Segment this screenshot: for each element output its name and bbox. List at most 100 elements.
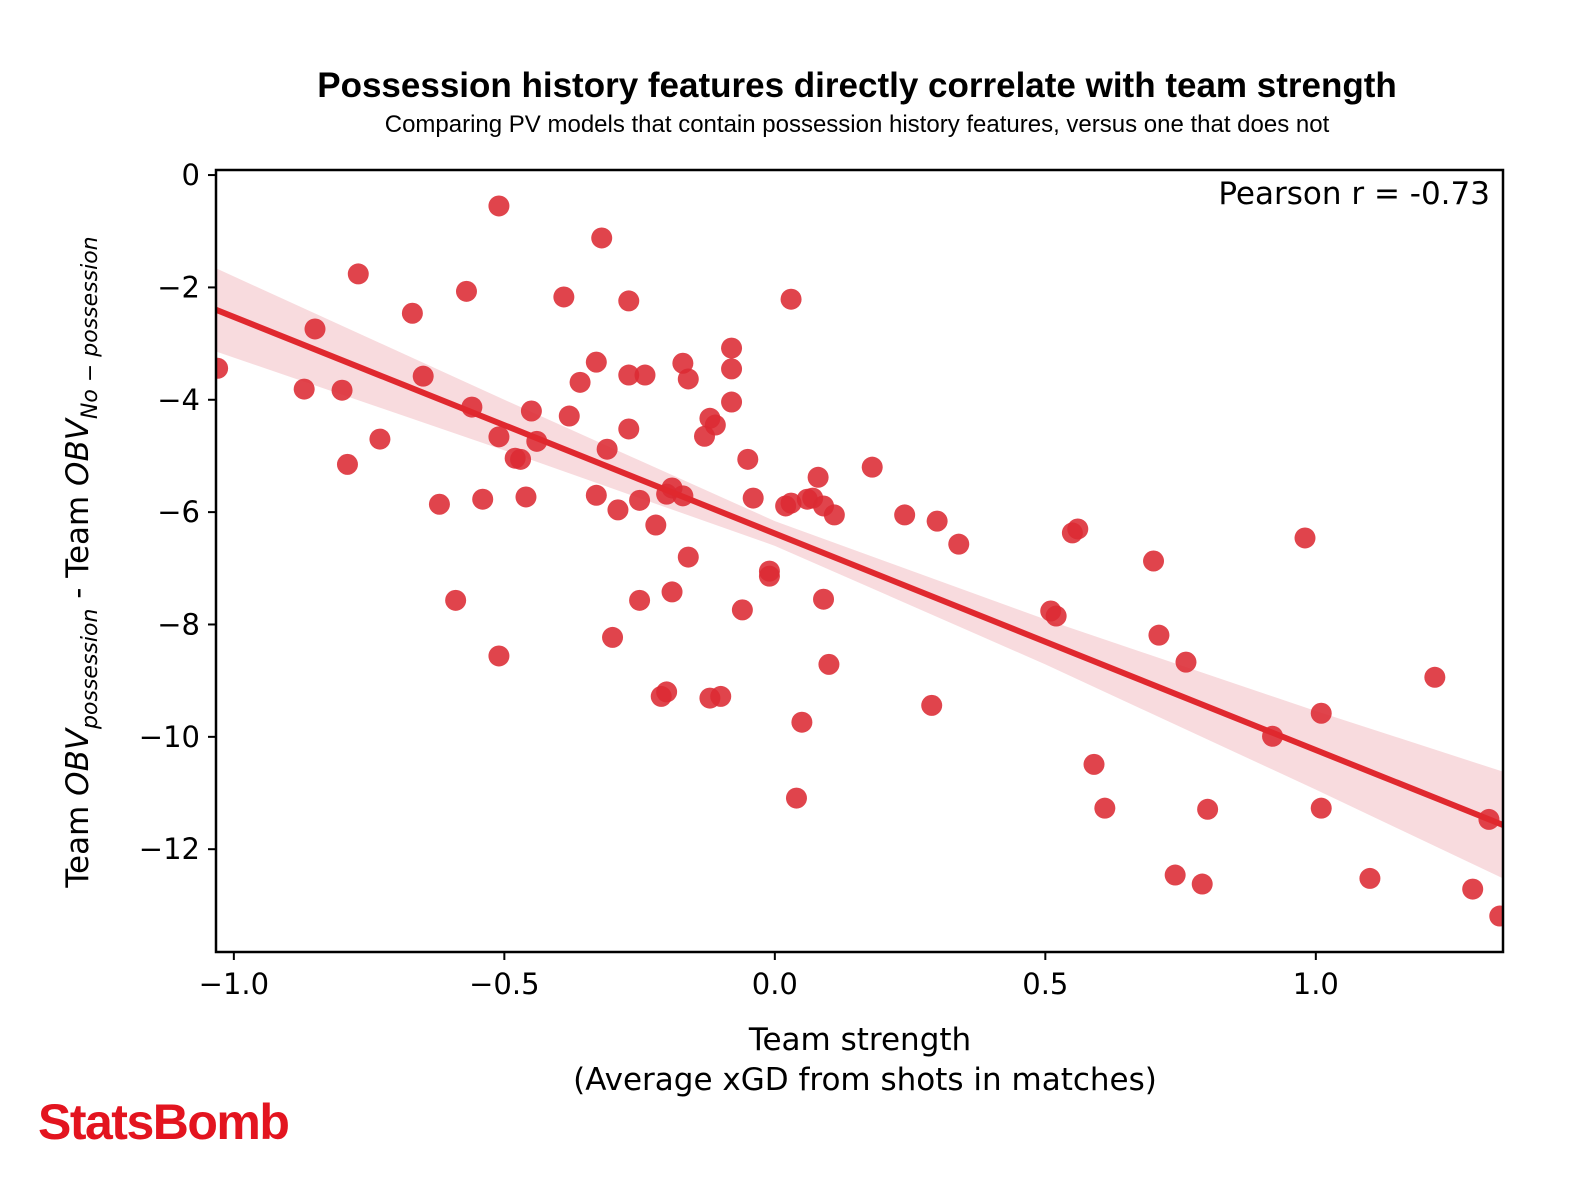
y-label-obv1: OBV <box>60 726 96 796</box>
confidence-band-layer <box>216 268 1503 879</box>
data-point <box>1045 605 1067 627</box>
data-point <box>645 514 667 536</box>
data-point <box>331 379 353 401</box>
y-label-mid: - Team <box>60 486 96 609</box>
data-point <box>515 486 537 508</box>
data-point <box>336 453 358 475</box>
data-point <box>569 371 591 393</box>
data-point <box>472 488 494 510</box>
data-point <box>677 546 699 568</box>
data-point <box>1294 527 1316 549</box>
data-point <box>347 263 369 285</box>
data-point <box>618 290 640 312</box>
data-point <box>677 368 699 390</box>
data-point <box>445 589 467 611</box>
regression-line-layer <box>216 306 1503 828</box>
x-axis-label-line2: (Average xGD from shots in matches) <box>573 1062 1157 1098</box>
data-point <box>629 589 651 611</box>
data-point <box>785 787 807 809</box>
y-axis-ticks: 0 −2 −4 −6 −8 −10 −12 <box>139 158 216 866</box>
data-point <box>1175 651 1197 673</box>
data-point <box>455 280 477 302</box>
data-point <box>894 504 916 526</box>
y-axis-label: Team OBVpossession - Team OBVNo − posses… <box>60 236 103 888</box>
data-point <box>823 504 845 526</box>
data-point <box>369 428 391 450</box>
y-label-pre: Team <box>60 796 96 889</box>
data-point <box>721 358 743 380</box>
y-label-sub1: possession <box>78 609 103 730</box>
x-tick-label: −0.5 <box>469 967 539 1001</box>
data-point <box>694 425 716 447</box>
data-point <box>948 533 970 555</box>
data-point <box>731 599 753 621</box>
data-point <box>510 448 532 470</box>
data-point <box>813 588 835 610</box>
data-point <box>488 195 510 217</box>
data-point <box>861 456 883 478</box>
y-tick-label: −10 <box>139 720 200 754</box>
data-point <box>585 484 607 506</box>
data-point <box>807 466 829 488</box>
data-point <box>602 626 624 648</box>
x-tick-label: 0.5 <box>1022 967 1068 1001</box>
data-point <box>488 645 510 667</box>
data-point <box>780 288 802 310</box>
data-point <box>1191 873 1213 895</box>
data-point <box>721 337 743 359</box>
data-point <box>1310 702 1332 724</box>
x-axis-label: Team strength <box>748 1022 971 1058</box>
data-point <box>634 364 656 386</box>
data-point <box>780 492 802 514</box>
data-point <box>1197 798 1219 820</box>
x-tick-label: −1.0 <box>199 967 269 1001</box>
y-tick-label: 0 <box>182 158 200 192</box>
data-point <box>742 487 764 509</box>
data-point <box>607 499 629 521</box>
data-point <box>293 378 315 400</box>
plot-frame <box>214 168 1505 954</box>
chart-subtitle: Comparing PV models that contain possess… <box>385 111 1330 138</box>
y-tick-label: −8 <box>157 607 200 641</box>
regression-line <box>216 306 1503 828</box>
data-point <box>1462 878 1484 900</box>
data-point <box>1310 797 1332 819</box>
data-point <box>758 560 780 582</box>
data-point <box>921 694 943 716</box>
x-tick-label: 1.0 <box>1293 967 1339 1001</box>
data-point <box>488 426 510 448</box>
data-point <box>401 302 423 324</box>
data-point <box>818 653 840 675</box>
data-point <box>1148 624 1170 646</box>
data-point <box>1359 867 1381 889</box>
data-point <box>1067 518 1089 540</box>
data-point <box>926 510 948 532</box>
y-label-sub2: No − possession <box>78 236 103 419</box>
y-tick-label: −4 <box>157 383 200 417</box>
data-point <box>656 681 678 703</box>
data-point <box>791 711 813 733</box>
data-point <box>412 365 434 387</box>
y-label-obv2: OBV <box>60 416 96 486</box>
data-point <box>591 227 613 249</box>
data-point <box>1424 666 1446 688</box>
data-point <box>1489 905 1503 927</box>
y-tick-label: −6 <box>157 495 200 529</box>
data-point <box>737 448 759 470</box>
x-axis-ticks: −1.0 −0.5 0.0 0.5 1.0 <box>199 952 1339 1001</box>
data-point <box>1164 864 1186 886</box>
data-point <box>596 438 618 460</box>
data-point <box>1083 753 1105 775</box>
data-point <box>553 286 575 308</box>
y-tick-label: −12 <box>139 832 200 866</box>
statsbomb-logo: StatsBomb <box>38 1094 288 1150</box>
data-point <box>216 357 229 379</box>
confidence-band <box>216 268 1503 879</box>
data-point <box>428 493 450 515</box>
data-point <box>558 405 580 427</box>
data-point <box>304 318 326 340</box>
data-point <box>520 400 542 422</box>
data-point <box>661 581 683 603</box>
y-tick-label: −2 <box>157 270 200 304</box>
